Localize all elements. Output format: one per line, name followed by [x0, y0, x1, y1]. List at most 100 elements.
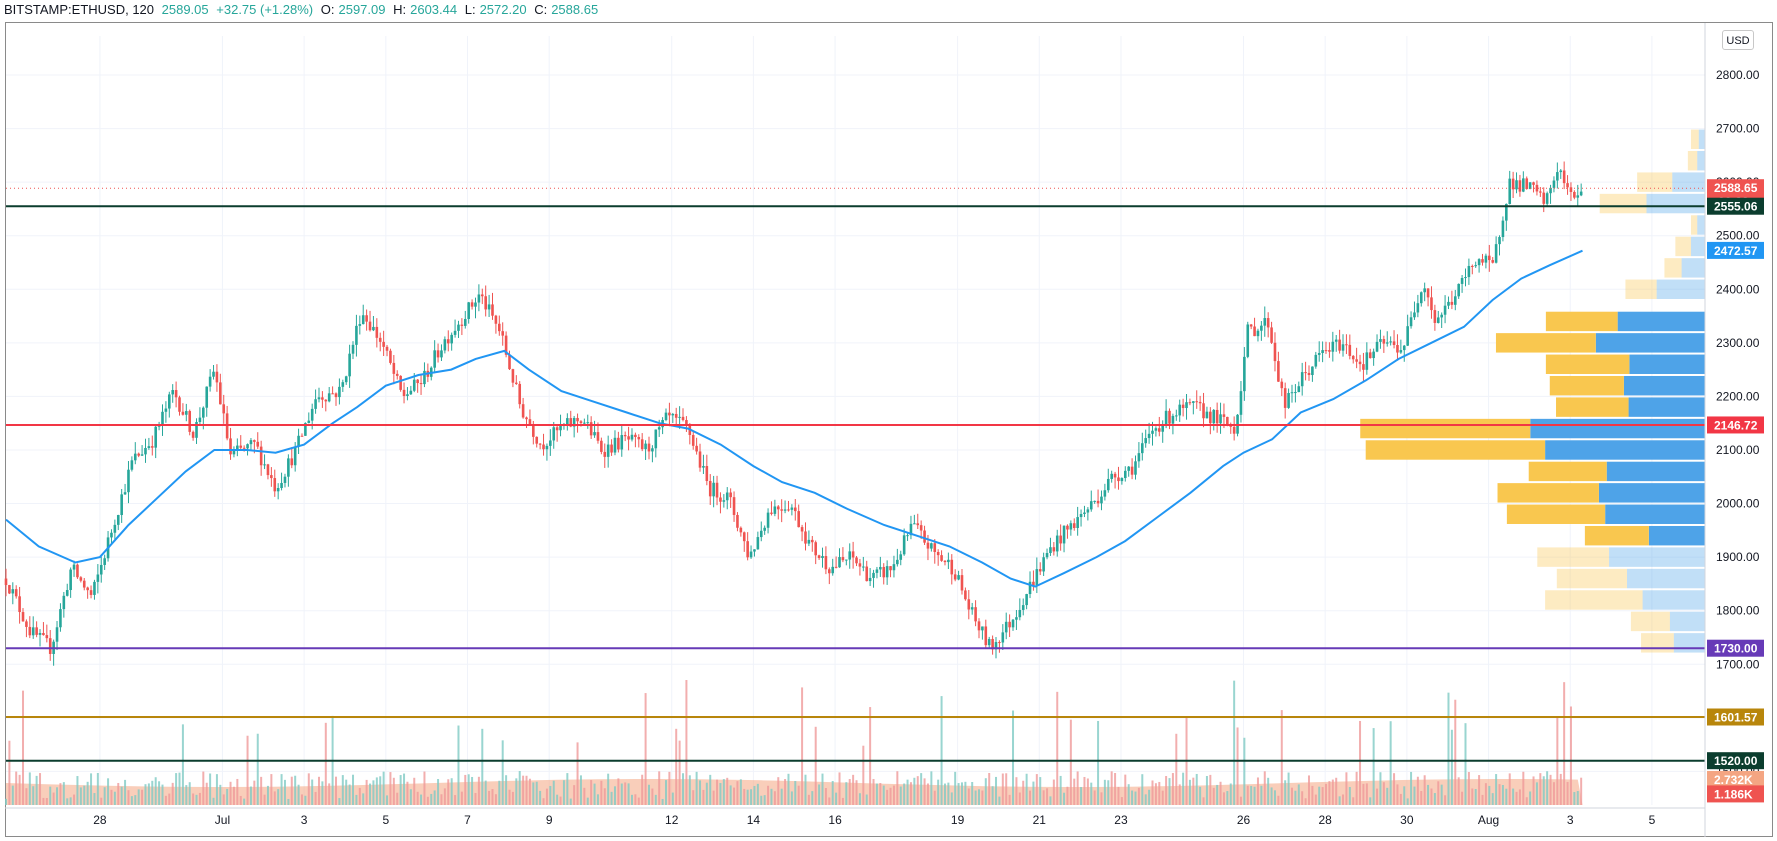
volume-bar	[661, 798, 664, 805]
candle-body	[964, 590, 967, 600]
volume-bar	[226, 788, 229, 805]
candle-body	[1453, 296, 1457, 305]
volume-bar	[620, 783, 623, 805]
y-tick-label: 1700.00	[1716, 657, 1760, 671]
volume-bar	[767, 785, 770, 805]
candle-body	[1314, 354, 1318, 367]
candle-body	[93, 581, 96, 595]
volume-bar	[947, 782, 950, 805]
candle-up	[208, 369, 212, 392]
volume-bar	[168, 793, 171, 805]
volume-bar	[52, 792, 55, 805]
candle-up	[409, 385, 413, 395]
volume-bar	[1362, 783, 1365, 805]
candle-up	[1127, 465, 1130, 477]
candle-up	[453, 319, 457, 338]
volume-bar	[1039, 777, 1042, 805]
price-change: +32.75 (+1.28%)	[216, 2, 314, 17]
volume-bar	[1301, 791, 1304, 805]
volume-bar	[1464, 723, 1467, 805]
candle-up	[1501, 216, 1505, 242]
volume-bar	[675, 728, 678, 805]
volume-bar	[1219, 781, 1222, 805]
candle-down	[1345, 334, 1348, 355]
candle-up	[1311, 366, 1314, 382]
candle-body	[705, 466, 709, 482]
candle-body	[589, 422, 593, 436]
candle-up	[1018, 598, 1022, 621]
volume-profile-up	[1630, 611, 1670, 632]
candle-body	[62, 595, 66, 610]
candle-up	[474, 297, 477, 319]
candle-up	[1011, 618, 1015, 631]
close-label: C:	[534, 2, 548, 17]
candle-up	[406, 387, 409, 401]
volume-profile-down	[1606, 461, 1705, 482]
volume-bar	[1396, 784, 1399, 805]
volume-bar	[212, 797, 215, 805]
volume-bar	[1440, 784, 1443, 805]
candle-body	[1171, 415, 1175, 424]
volume-bar	[1457, 777, 1460, 805]
currency-badge[interactable]: USD	[1722, 30, 1754, 50]
candle-up	[52, 639, 55, 666]
candle-up	[1219, 402, 1222, 434]
volume-bar	[188, 782, 191, 805]
candle-body	[273, 478, 277, 492]
candle-body	[259, 446, 263, 466]
volume-bar	[1325, 783, 1328, 805]
candle-body	[1501, 220, 1505, 238]
candle-body	[59, 609, 62, 628]
y-tick-label: 2800.00	[1716, 68, 1760, 82]
candle-down	[1198, 395, 1202, 411]
candle-down	[89, 585, 93, 599]
volume-bar	[1342, 794, 1345, 805]
candle-body	[293, 446, 297, 466]
volume-bar	[430, 793, 433, 805]
candle-up	[664, 408, 668, 422]
volume-bar	[147, 783, 150, 805]
candle-down	[484, 285, 487, 317]
volume-bar	[974, 790, 977, 805]
volume-bar	[127, 790, 130, 805]
candle-body	[474, 302, 477, 307]
candle-up	[987, 636, 991, 648]
candle-down	[804, 522, 807, 551]
candle-up	[1549, 184, 1552, 204]
volume-bar	[372, 780, 375, 805]
volume-bar	[460, 791, 463, 805]
candle-body	[1192, 401, 1195, 403]
volume-bar	[1124, 774, 1127, 805]
candle-down	[1280, 378, 1284, 397]
candle-body	[48, 638, 52, 654]
candle-down	[865, 560, 869, 582]
candle-body	[1392, 341, 1396, 345]
volume-bar	[1321, 787, 1324, 805]
candle-down	[1215, 402, 1219, 433]
candle-up	[1001, 624, 1005, 651]
candle-up	[1134, 455, 1137, 480]
candle-up	[1399, 339, 1403, 354]
volume-bar	[1165, 776, 1168, 805]
candle-body	[1062, 525, 1066, 544]
symbol-label[interactable]: BITSTAMP:ETHUSD, 120	[4, 2, 155, 17]
candle-up	[276, 483, 280, 500]
candle-up	[1106, 468, 1110, 493]
volume-bar	[1076, 771, 1079, 805]
volume-bar	[1199, 786, 1202, 805]
volume-bar	[794, 780, 797, 805]
candle-body	[729, 492, 732, 498]
volume-bar	[1025, 773, 1028, 805]
candle-up	[161, 404, 164, 436]
candle-down	[273, 469, 277, 497]
volume-bar	[209, 773, 212, 805]
volume-bar	[1263, 771, 1266, 805]
price-axis-label	[1707, 752, 1764, 770]
volume-bar	[1229, 783, 1232, 805]
volume-bar	[1563, 682, 1566, 805]
candle-body	[263, 464, 266, 466]
volume-bar	[1430, 788, 1433, 805]
candle-up	[1474, 261, 1478, 268]
volume-bar	[1427, 784, 1430, 805]
